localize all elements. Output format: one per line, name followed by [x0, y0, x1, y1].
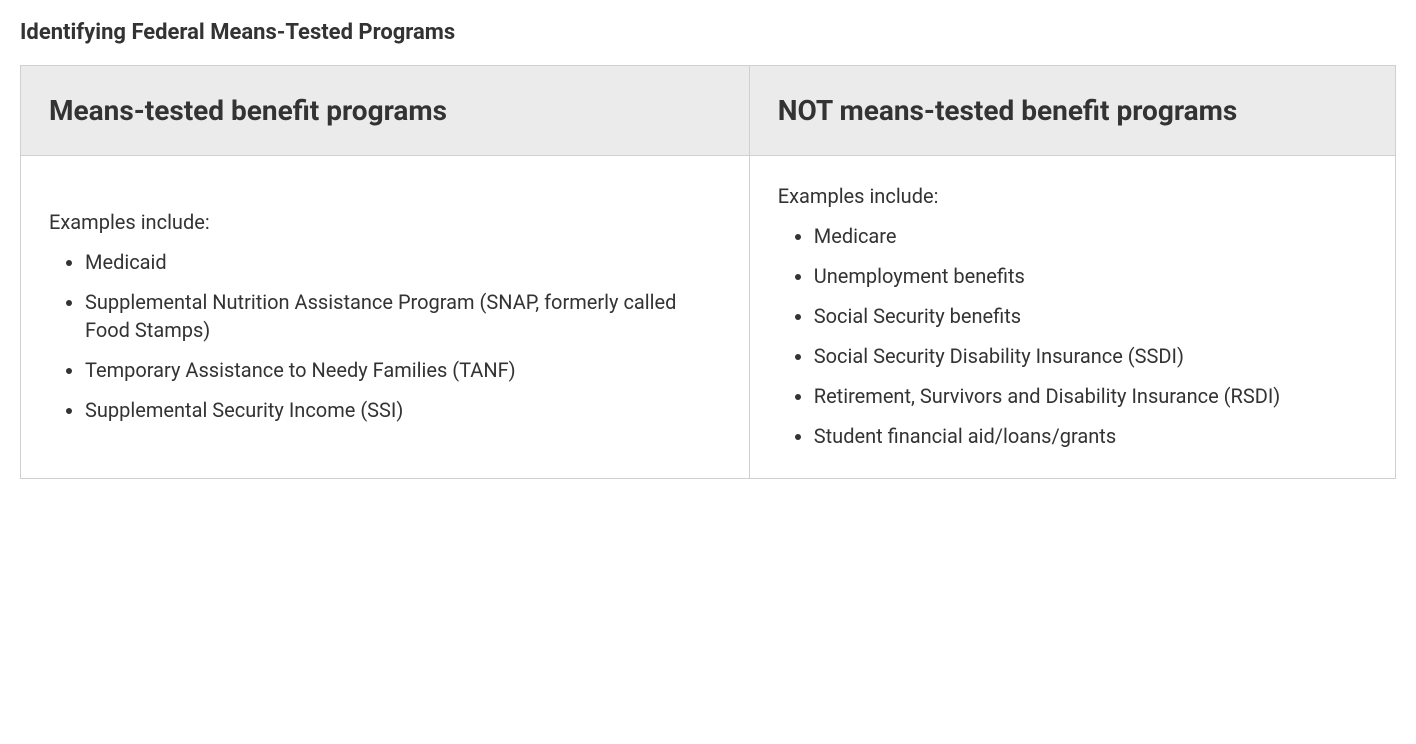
list-item: Supplemental Nutrition Assistance Progra… [85, 288, 721, 344]
programs-table: Means-tested benefit programs NOT means-… [20, 65, 1396, 479]
table-body-row: Examples include: Medicaid Supplemental N… [21, 156, 1396, 479]
list-not-means-tested: Medicare Unemployment benefits Social Secu… [778, 222, 1367, 450]
intro-text-col2: Examples include: [778, 184, 1367, 208]
list-item: Social Security benefits [814, 302, 1367, 330]
intro-text-col1: Examples include: [49, 210, 721, 234]
column-header-not-means-tested: NOT means-tested benefit programs [749, 66, 1395, 156]
list-item: Social Security Disability Insurance (SS… [814, 342, 1367, 370]
list-item: Medicare [814, 222, 1367, 250]
cell-means-tested: Examples include: Medicaid Supplemental N… [21, 156, 750, 479]
list-item: Temporary Assistance to Needy Families (… [85, 356, 721, 384]
page-title: Identifying Federal Means-Tested Program… [20, 20, 1396, 45]
list-item: Medicaid [85, 248, 721, 276]
column-header-means-tested: Means-tested benefit programs [21, 66, 750, 156]
cell-not-means-tested: Examples include: Medicare Unemployment b… [749, 156, 1395, 479]
table-header-row: Means-tested benefit programs NOT means-… [21, 66, 1396, 156]
list-item: Unemployment benefits [814, 262, 1367, 290]
list-item: Retirement, Survivors and Disability Ins… [814, 382, 1367, 410]
list-item: Supplemental Security Income (SSI) [85, 396, 721, 424]
list-means-tested: Medicaid Supplemental Nutrition Assistanc… [49, 248, 721, 424]
list-item: Student financial aid/loans/grants [814, 422, 1367, 450]
